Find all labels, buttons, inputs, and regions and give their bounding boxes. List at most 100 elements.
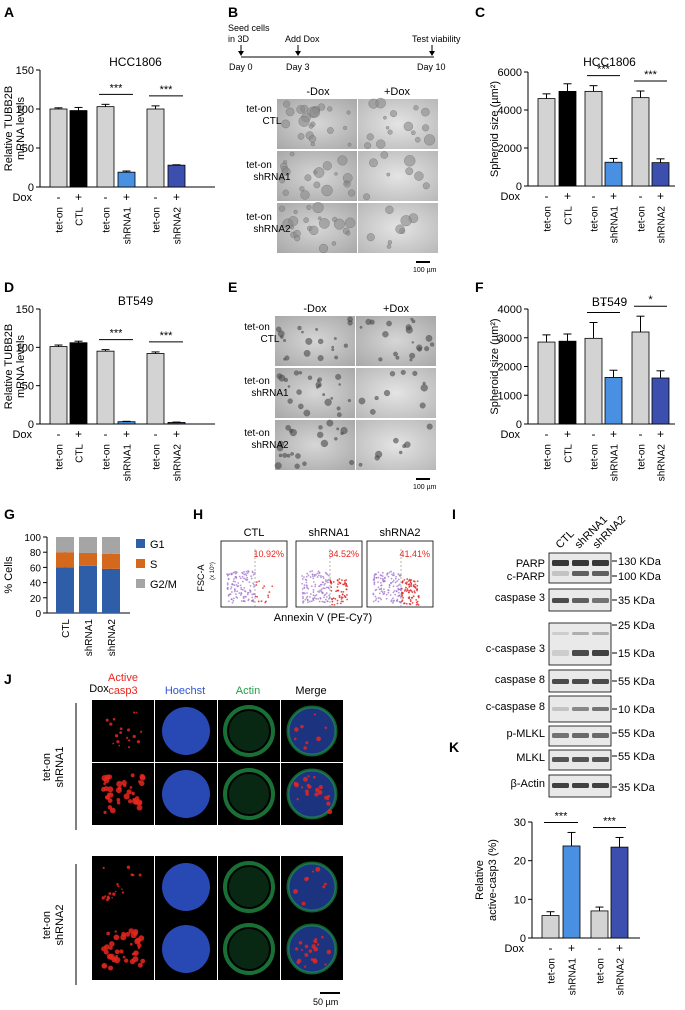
flow-event-apoptotic [254, 595, 257, 598]
flow-event [373, 577, 376, 580]
merge-casp3 [324, 963, 327, 966]
blot-marker-label: 55 KDa [618, 751, 656, 763]
spheroid [296, 389, 302, 395]
confocal-header-merge: Merge [295, 685, 326, 697]
nuclei-stain [162, 770, 210, 818]
flow-event-apoptotic [414, 591, 416, 594]
flow-event-apoptotic [262, 587, 264, 589]
flow-event-apoptotic [412, 580, 415, 583]
spheroid [376, 139, 386, 149]
casp3-signal [119, 949, 124, 954]
bar [558, 340, 577, 425]
casp3-signal [112, 892, 116, 896]
category-label: shRNA1 [84, 619, 95, 657]
confocal-row3-dox: - [99, 873, 103, 887]
significance-label: * [648, 294, 653, 306]
micrograph-b-sh1-plus [358, 151, 438, 201]
bar [96, 106, 115, 188]
timeline-test-label: Test viability [412, 34, 461, 44]
blot-band [572, 560, 589, 566]
flow-event [246, 593, 249, 596]
spheroid [282, 338, 287, 343]
flow-event [398, 600, 401, 603]
flow-event [397, 588, 400, 591]
flow-event-apoptotic [265, 600, 267, 603]
flow-event [316, 572, 319, 575]
casp3-signal [126, 736, 129, 739]
merge-casp3 [302, 776, 308, 782]
flow-event-apoptotic [413, 590, 416, 593]
flow-event [390, 599, 393, 602]
group-tet-on: tet-on [543, 206, 554, 232]
panel-label-f: F [475, 279, 484, 295]
significance-label: *** [110, 82, 124, 94]
flow-event-apoptotic [402, 592, 404, 594]
blot-band [552, 707, 569, 711]
merge-casp3 [327, 809, 333, 815]
group-label: shRNA1 [610, 444, 621, 482]
casp3-signal [112, 717, 116, 721]
casp3-signal [127, 739, 131, 742]
spheroid [298, 371, 303, 375]
flow-event [382, 593, 385, 596]
spheroid [421, 124, 430, 132]
merge-casp3 [305, 741, 309, 745]
group-label: shRNA1 [568, 958, 579, 996]
flow-event [386, 572, 389, 575]
y-tick-label: 100 [16, 104, 34, 116]
group-label: shRNA2 [616, 958, 627, 996]
flow-event-apoptotic [409, 598, 412, 601]
flow-event [373, 583, 376, 586]
bar [537, 341, 556, 425]
y-tick-label: 2000 [498, 143, 522, 155]
casp3-signal [136, 799, 143, 806]
spheroid [336, 427, 340, 431]
flow-event-apoptotic [410, 596, 413, 599]
flow-event [251, 593, 254, 596]
dox-sign: - [154, 190, 158, 204]
flow-event-apoptotic [341, 593, 344, 596]
flow-event [309, 596, 311, 598]
flow-event [303, 587, 306, 589]
y-axis-label: % Cells [3, 556, 15, 594]
merge-casp3 [308, 949, 313, 953]
dox-sign: + [123, 190, 130, 204]
blot-rows: PARP 130 KDa caspase 3 35 KDa 25 KDa c-caspas… [486, 552, 662, 798]
spheroid [326, 419, 334, 427]
flow-event [245, 579, 248, 581]
flow-event [301, 578, 304, 580]
merge-casp3 [326, 797, 330, 801]
spheroid [322, 161, 332, 171]
casp3-signal [116, 740, 120, 744]
flow-event [252, 582, 255, 585]
spheroids-b [278, 97, 436, 254]
spheroid [287, 398, 293, 404]
flow-event-apoptotic [263, 585, 266, 588]
flow-event-apoptotic [337, 583, 339, 585]
flow-event [323, 584, 326, 586]
legend-label: G1 [150, 539, 165, 551]
merge-casp3 [307, 775, 310, 778]
row-label-b-tet-on-3: tet-on [246, 212, 272, 223]
significance-label: *** [555, 810, 569, 822]
flow-event [240, 586, 243, 589]
merge-casp3 [313, 958, 317, 962]
flow-event-apoptotic [255, 584, 258, 586]
flow-event [318, 585, 320, 588]
flow-event-apoptotic [338, 596, 341, 599]
flow-event [390, 570, 393, 573]
flow-event [227, 577, 230, 580]
casp3-signal [140, 958, 146, 964]
merge-casp3 [315, 866, 321, 872]
merge-casp3 [304, 944, 309, 949]
flow-event-apoptotic [408, 596, 411, 598]
spheroid [275, 326, 282, 333]
blot-marker-label: 25 KDa [618, 620, 656, 632]
flow-event [242, 588, 244, 591]
flow-event [249, 591, 252, 593]
blot-band [572, 632, 589, 635]
blot-band [592, 783, 609, 788]
blot-protein-label: caspase 8 [495, 674, 545, 686]
bar [117, 421, 136, 425]
row-label-e-shrna1: shRNA1 [251, 388, 289, 399]
